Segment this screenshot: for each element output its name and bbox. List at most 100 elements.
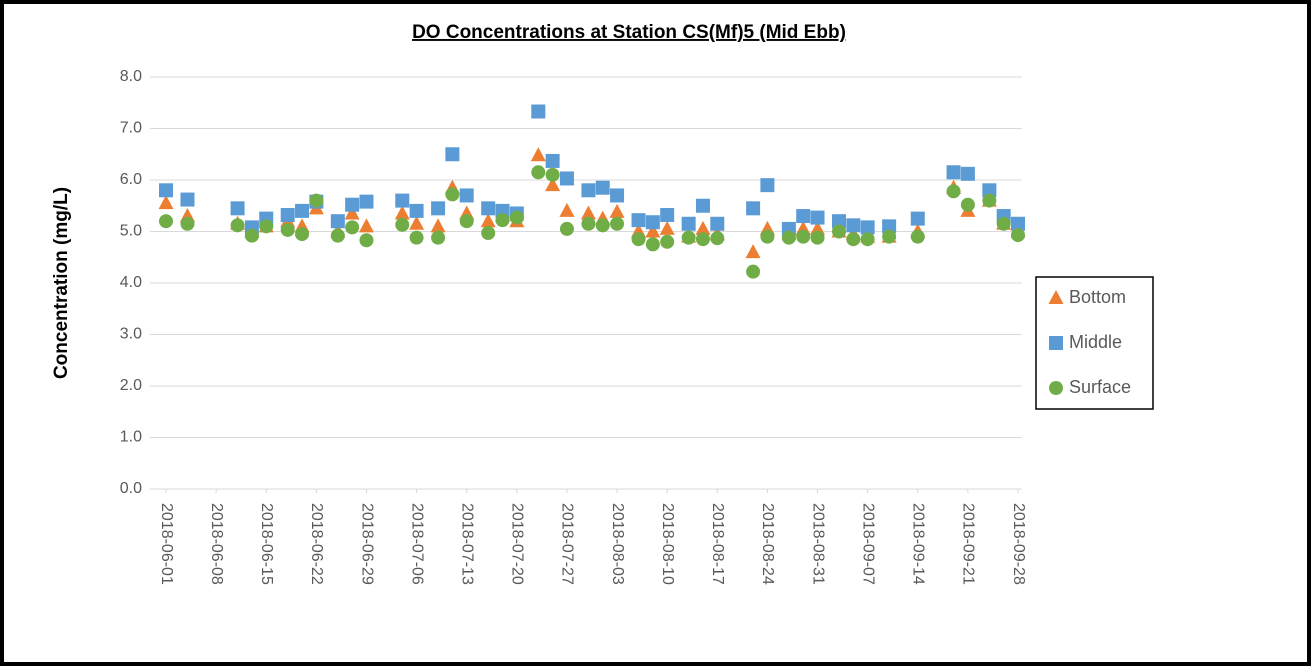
marker-circle xyxy=(681,230,696,245)
marker-circle xyxy=(910,229,925,244)
marker-square xyxy=(445,147,460,162)
marker-triangle xyxy=(480,213,496,228)
marker-triangle xyxy=(580,205,596,220)
marker-triangle xyxy=(344,205,360,220)
y-tick-label: 5.0 xyxy=(120,223,142,240)
y-tick-label: 6.0 xyxy=(120,171,142,188)
marker-circle xyxy=(330,228,345,243)
marker-circle xyxy=(431,230,446,245)
marker-square xyxy=(810,210,825,225)
x-tick-label: 2018-09-28 xyxy=(1010,503,1027,585)
marker-triangle xyxy=(810,220,826,235)
marker-circle xyxy=(445,187,460,202)
marker-circle xyxy=(559,221,574,236)
marker-circle xyxy=(846,232,861,247)
marker-square xyxy=(1049,336,1063,350)
x-tick-label: 2018-07-27 xyxy=(559,503,576,585)
x-tick-label: 2018-08-10 xyxy=(659,503,676,585)
marker-square xyxy=(681,216,696,231)
marker-square xyxy=(882,219,897,234)
marker-circle xyxy=(509,210,524,225)
marker-circle xyxy=(746,264,761,279)
marker-square xyxy=(610,188,625,203)
legend-label: Surface xyxy=(1069,377,1131,397)
marker-square xyxy=(960,166,975,181)
marker-circle xyxy=(645,237,660,252)
marker-square xyxy=(832,214,847,229)
marker-square xyxy=(345,197,360,212)
marker-circle xyxy=(946,184,961,199)
marker-square xyxy=(660,208,675,223)
marker-circle xyxy=(832,224,847,239)
marker-square xyxy=(595,180,610,195)
y-tick-label: 7.0 xyxy=(120,120,142,137)
x-tick-label: 2018-06-15 xyxy=(258,503,275,585)
marker-circle xyxy=(882,229,897,244)
marker-circle xyxy=(459,214,474,229)
marker-circle xyxy=(796,229,811,244)
marker-circle xyxy=(259,219,274,234)
x-tick-label: 2018-08-31 xyxy=(809,503,826,585)
marker-triangle xyxy=(358,218,374,233)
marker-circle xyxy=(781,230,796,245)
marker-circle xyxy=(395,217,410,232)
marker-square xyxy=(481,201,496,216)
marker-circle xyxy=(631,232,646,247)
marker-square xyxy=(545,153,560,168)
x-tick-label: 2018-08-03 xyxy=(609,503,626,585)
marker-square xyxy=(710,216,725,231)
marker-circle xyxy=(359,233,374,248)
marker-square xyxy=(230,201,245,216)
marker-square xyxy=(409,203,424,218)
marker-circle xyxy=(996,216,1011,231)
x-tick-label: 2018-06-08 xyxy=(208,503,225,585)
x-tick-label: 2018-06-01 xyxy=(158,503,175,585)
y-tick-label: 2.0 xyxy=(120,377,142,394)
y-tick-label: 1.0 xyxy=(120,429,142,446)
x-tick-label: 2018-09-21 xyxy=(960,503,977,585)
marker-circle xyxy=(960,197,975,212)
x-tick-label: 2018-09-07 xyxy=(859,503,876,585)
x-tick-label: 2018-07-13 xyxy=(458,503,475,585)
marker-triangle xyxy=(394,205,410,220)
y-tick-label: 8.0 xyxy=(120,68,142,85)
marker-circle xyxy=(660,234,675,249)
marker-circle xyxy=(230,218,245,233)
marker-triangle xyxy=(695,220,711,235)
marker-square xyxy=(860,220,875,235)
marker-triangle xyxy=(659,220,675,235)
marker-circle xyxy=(695,232,710,247)
marker-triangle xyxy=(409,215,425,230)
marker-square xyxy=(330,214,345,229)
marker-square xyxy=(631,213,646,228)
marker-circle xyxy=(345,220,360,235)
x-tick-label: 2018-08-24 xyxy=(759,503,776,585)
y-tick-label: 4.0 xyxy=(120,274,142,291)
marker-triangle xyxy=(530,147,546,162)
marker-triangle xyxy=(430,218,446,233)
marker-square xyxy=(459,188,474,203)
marker-square xyxy=(180,192,195,207)
marker-circle xyxy=(1011,228,1025,243)
marker-square xyxy=(559,171,574,186)
marker-circle xyxy=(531,165,546,180)
marker-circle xyxy=(860,232,875,247)
marker-circle xyxy=(481,226,496,241)
y-axis-label: Concentration (mg/L) xyxy=(51,187,72,379)
marker-square xyxy=(295,203,310,218)
marker-square xyxy=(1011,216,1025,231)
x-tick-label: 2018-07-20 xyxy=(509,503,526,585)
marker-triangle xyxy=(745,244,761,259)
marker-square xyxy=(760,178,775,193)
marker-square xyxy=(581,183,596,198)
marker-square xyxy=(395,193,410,208)
legend-label: Middle xyxy=(1069,332,1122,352)
marker-square xyxy=(159,183,173,198)
marker-triangle xyxy=(609,203,625,218)
marker-circle xyxy=(545,167,560,182)
x-tick-label: 2018-09-14 xyxy=(910,503,927,585)
x-tick-label: 2018-06-22 xyxy=(308,503,325,585)
marker-circle xyxy=(610,216,625,231)
